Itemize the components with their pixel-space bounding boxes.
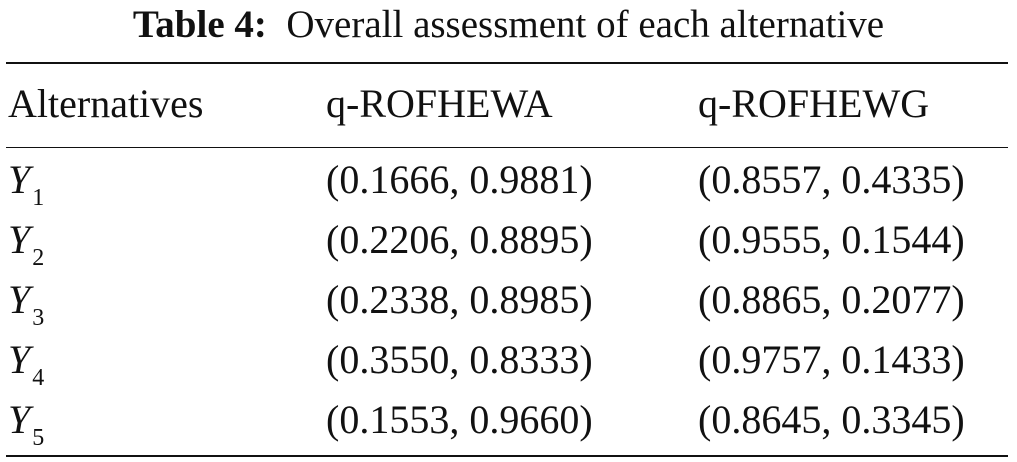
- value-cell: (0.8557, 0.4335): [698, 157, 965, 202]
- value-cell: (0.9555, 0.1544): [698, 217, 965, 262]
- row-label: Y1: [8, 156, 45, 211]
- row-label: Y3: [8, 276, 45, 331]
- table-title: Table 4: Overall assessment of each alte…: [0, 0, 1017, 50]
- table-caption: Overall assessment of each alternative: [286, 3, 885, 46]
- row-name: Y: [8, 277, 31, 322]
- row-name: Y: [8, 217, 31, 262]
- top-rule: [6, 62, 1008, 64]
- row-subscript: 2: [32, 245, 45, 271]
- value-cell: (0.8865, 0.2077): [698, 277, 965, 322]
- value-cell: (0.1553, 0.9660): [326, 397, 593, 442]
- table-label: Table 4:: [132, 3, 267, 46]
- row-label: Y5: [8, 396, 45, 451]
- mid-rule: [6, 147, 1008, 148]
- value-cell: (0.3550, 0.8333): [326, 337, 593, 382]
- header-cell: q-ROFHEWG: [698, 81, 930, 126]
- row-name: Y: [8, 157, 31, 202]
- row-label: Y2: [8, 216, 45, 271]
- value-cell: (0.2206, 0.8895): [326, 217, 593, 262]
- value-cell: (0.9757, 0.1433): [698, 337, 965, 382]
- value-cell: (0.2338, 0.8985): [326, 277, 593, 322]
- row-subscript: 4: [32, 365, 45, 391]
- row-subscript: 1: [32, 185, 45, 211]
- row-label: Y4: [8, 336, 45, 391]
- header-cell: q-ROFHEWA: [326, 81, 553, 126]
- row-subscript: 3: [32, 305, 45, 331]
- row-name: Y: [8, 337, 31, 382]
- header-cell: Alternatives: [8, 81, 204, 126]
- bottom-rule: [6, 455, 1008, 457]
- row-subscript: 5: [32, 425, 45, 451]
- value-cell: (0.1666, 0.9881): [326, 157, 593, 202]
- value-cell: (0.8645, 0.3345): [698, 397, 965, 442]
- row-name: Y: [8, 397, 31, 442]
